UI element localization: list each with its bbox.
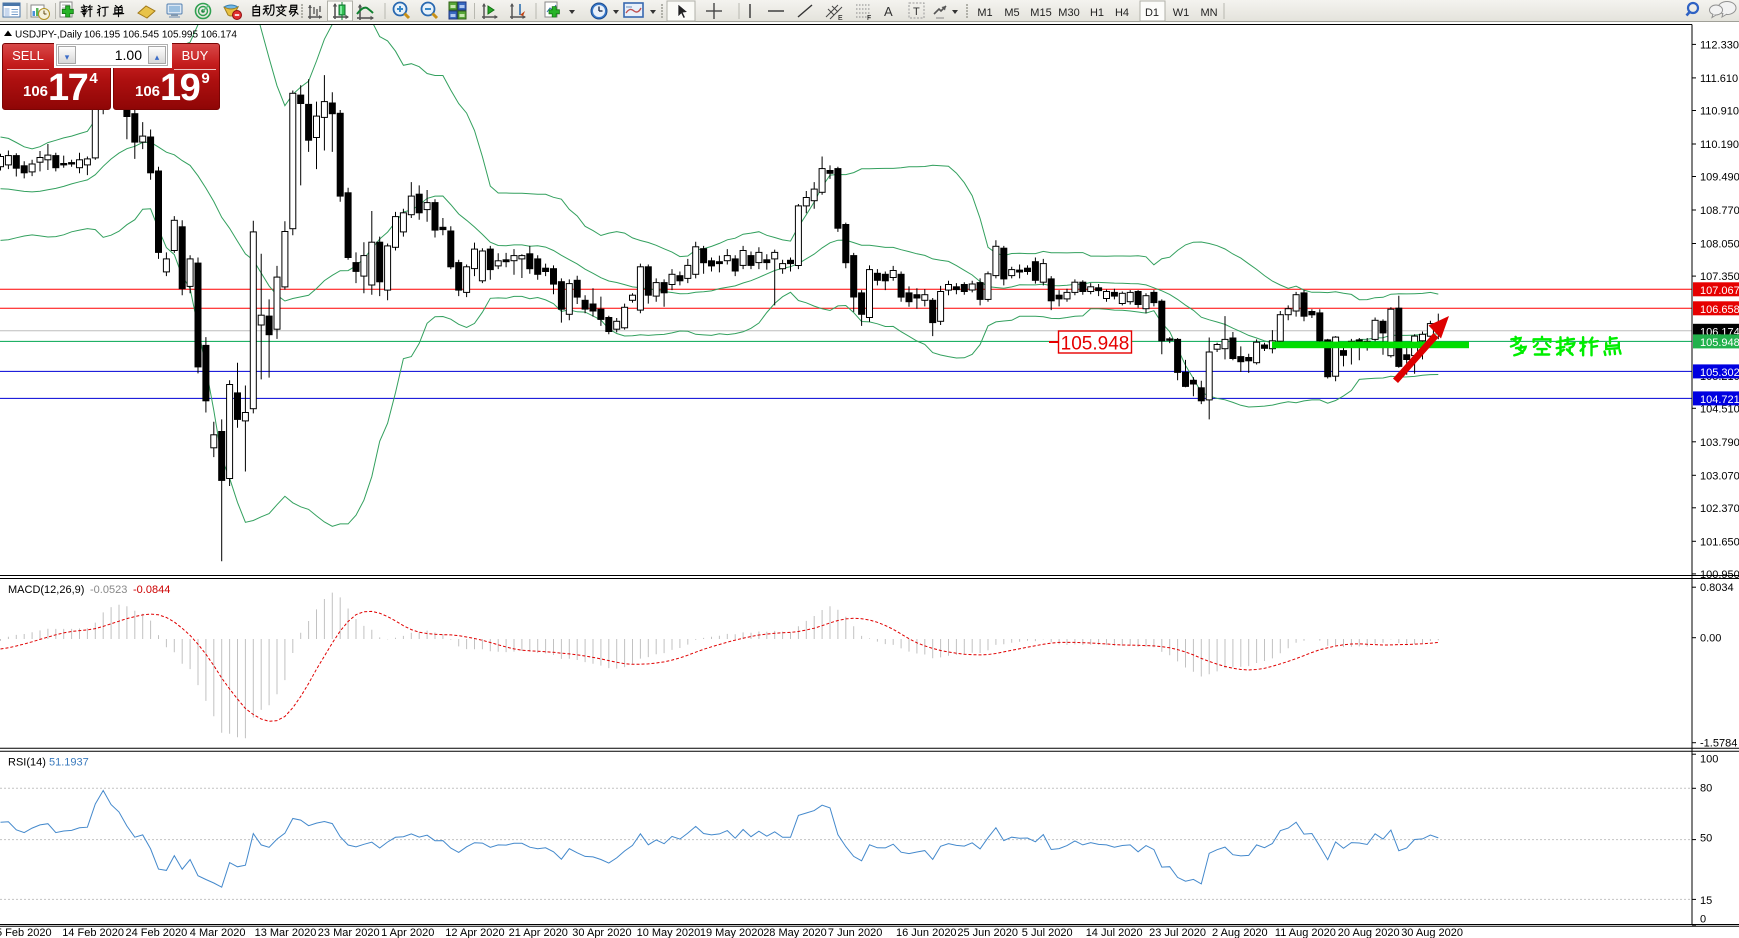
svg-text:W1: W1 <box>1173 7 1190 19</box>
svg-text:A: A <box>884 4 893 19</box>
svg-text:MACD(12,26,9): MACD(12,26,9) <box>8 584 84 596</box>
svg-text:-0.0523: -0.0523 <box>90 584 127 596</box>
svg-text:111.610: 111.610 <box>1700 73 1738 85</box>
svg-text:5 Feb 2020: 5 Feb 2020 <box>0 927 52 938</box>
svg-text:30 Aug 2020: 30 Aug 2020 <box>1401 927 1463 938</box>
svg-text:H1: H1 <box>1090 7 1104 19</box>
svg-text:107.350: 107.350 <box>1700 271 1739 283</box>
svg-text:7 Jun 2020: 7 Jun 2020 <box>828 927 882 938</box>
svg-text:105.948: 105.948 <box>1061 334 1130 355</box>
svg-text:100.950: 100.950 <box>1700 569 1739 581</box>
svg-text:0.00: 0.00 <box>1700 633 1721 645</box>
svg-text:103.070: 103.070 <box>1700 470 1739 482</box>
svg-text:15: 15 <box>1700 895 1712 907</box>
svg-text:50: 50 <box>1700 833 1712 845</box>
svg-text:30 Apr 2020: 30 Apr 2020 <box>572 927 631 938</box>
svg-text:-1.5784: -1.5784 <box>1700 738 1737 750</box>
svg-text:USDJPY-,Daily: USDJPY-,Daily <box>15 30 82 41</box>
svg-text:13 Mar 2020: 13 Mar 2020 <box>255 927 317 938</box>
svg-text:21 Apr 2020: 21 Apr 2020 <box>509 927 568 938</box>
svg-text:23 Jul 2020: 23 Jul 2020 <box>1149 927 1206 938</box>
svg-text:100: 100 <box>1700 754 1718 766</box>
svg-text:105.948: 105.948 <box>1700 337 1739 349</box>
svg-text:0.8034: 0.8034 <box>1700 582 1734 594</box>
svg-text:10 May 2020: 10 May 2020 <box>637 927 701 938</box>
svg-text:23 Mar 2020: 23 Mar 2020 <box>318 927 380 938</box>
svg-text:16 Jun 2020: 16 Jun 2020 <box>896 927 957 938</box>
svg-text:110.190: 110.190 <box>1700 139 1739 151</box>
svg-text:108.050: 108.050 <box>1700 239 1739 251</box>
svg-text:104.721: 104.721 <box>1700 394 1739 406</box>
svg-text:107.067: 107.067 <box>1700 285 1739 297</box>
svg-text:102.370: 102.370 <box>1700 503 1739 515</box>
svg-text:112.330: 112.330 <box>1700 39 1739 51</box>
svg-text:14 Jul 2020: 14 Jul 2020 <box>1086 927 1143 938</box>
svg-text:M30: M30 <box>1058 7 1079 19</box>
svg-text:28 May 2020: 28 May 2020 <box>763 927 827 938</box>
svg-text:RSI(14): RSI(14) <box>8 757 46 769</box>
svg-text:1 Apr 2020: 1 Apr 2020 <box>381 927 434 938</box>
svg-text:M15: M15 <box>1030 7 1051 19</box>
svg-text:M1: M1 <box>977 7 992 19</box>
svg-text:E: E <box>838 15 843 22</box>
svg-text:4 Mar 2020: 4 Mar 2020 <box>190 927 246 938</box>
svg-text:5 Jul 2020: 5 Jul 2020 <box>1022 927 1073 938</box>
svg-text:M5: M5 <box>1004 7 1019 19</box>
svg-text:24 Feb 2020: 24 Feb 2020 <box>126 927 188 938</box>
svg-text:103.790: 103.790 <box>1700 437 1739 449</box>
svg-text:19 May 2020: 19 May 2020 <box>700 927 764 938</box>
svg-text:106.195 106.545 105.995 106.17: 106.195 106.545 105.995 106.174 <box>84 30 237 41</box>
svg-text:H4: H4 <box>1115 7 1129 19</box>
svg-text:104.510: 104.510 <box>1700 403 1739 415</box>
svg-text:2 Aug 2020: 2 Aug 2020 <box>1212 927 1268 938</box>
svg-text:-0.0844: -0.0844 <box>133 584 170 596</box>
svg-text:105.302: 105.302 <box>1700 367 1739 379</box>
svg-text:101.650: 101.650 <box>1700 536 1739 548</box>
svg-text:109.490: 109.490 <box>1700 172 1739 184</box>
svg-text:106.658: 106.658 <box>1700 304 1739 316</box>
svg-text:12 Apr 2020: 12 Apr 2020 <box>445 927 504 938</box>
svg-text:MN: MN <box>1200 7 1217 19</box>
svg-text:25 Jun 2020: 25 Jun 2020 <box>957 927 1018 938</box>
svg-text:11 Aug 2020: 11 Aug 2020 <box>1275 927 1336 938</box>
svg-text:110.910: 110.910 <box>1700 106 1739 118</box>
svg-text:T: T <box>913 6 920 18</box>
svg-text:F: F <box>867 15 871 22</box>
svg-text:80: 80 <box>1700 783 1712 795</box>
svg-text:108.770: 108.770 <box>1700 205 1739 217</box>
svg-text:20 Aug 2020: 20 Aug 2020 <box>1338 927 1400 938</box>
svg-text:0: 0 <box>1700 913 1706 925</box>
svg-text:D1: D1 <box>1145 7 1159 19</box>
svg-text:14 Feb 2020: 14 Feb 2020 <box>62 927 124 938</box>
svg-text:51.1937: 51.1937 <box>49 757 89 769</box>
